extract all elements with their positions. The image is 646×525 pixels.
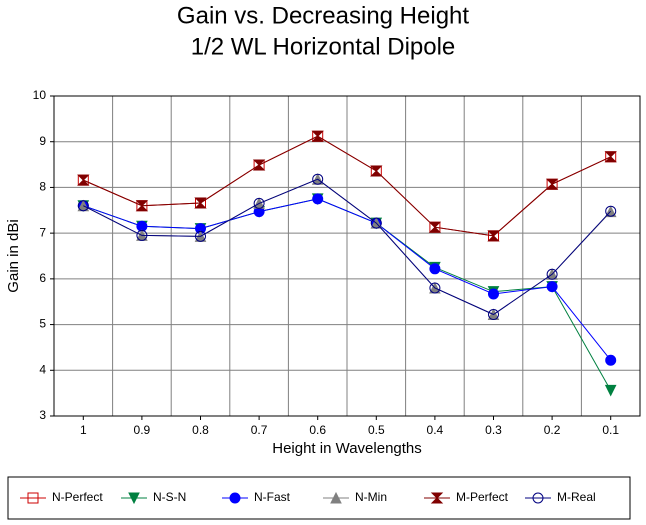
data-point <box>429 282 441 294</box>
legend-marker <box>27 492 39 504</box>
series-line <box>83 135 611 237</box>
y-tick-label: 10 <box>33 88 47 102</box>
data-point <box>428 221 442 233</box>
x-tick-label: 0.4 <box>427 423 444 437</box>
x-axis-title: Height in Wavelengths <box>272 440 422 457</box>
data-point <box>370 217 382 229</box>
data-point <box>605 354 617 366</box>
legend-marker <box>430 492 444 504</box>
data-point <box>135 200 149 212</box>
legend-box <box>7 476 631 520</box>
series-line <box>83 198 612 361</box>
legend-marker <box>229 492 241 504</box>
legend-marker <box>532 492 544 504</box>
x-tick-label: 0.9 <box>134 423 151 437</box>
data-point <box>545 178 559 190</box>
legend-marker <box>128 492 140 505</box>
data-point <box>488 309 499 321</box>
x-tick-label: 1 <box>80 423 87 437</box>
data-point <box>605 205 617 217</box>
data-point <box>312 193 324 205</box>
data-point <box>194 197 207 209</box>
plot-frame <box>53 95 641 417</box>
chart-title: Gain vs. Decreasing Height <box>177 2 469 29</box>
data-point <box>546 281 558 293</box>
x-tick-label: 0.2 <box>544 423 561 437</box>
y-tick-label: 6 <box>39 271 46 285</box>
data-point <box>77 174 90 186</box>
legend-label: N-Fast <box>254 490 291 504</box>
data-point <box>136 229 148 241</box>
data-point <box>488 288 499 300</box>
x-tick-label: 0.3 <box>485 423 502 437</box>
data-point <box>429 263 441 275</box>
data-point <box>604 384 617 397</box>
data-point <box>311 130 324 142</box>
data-point <box>77 200 89 212</box>
y-tick-label: 4 <box>39 362 46 376</box>
x-tick-label: 0.1 <box>602 423 619 437</box>
legend-label: M-Real <box>557 490 596 504</box>
x-tick-label: 0.6 <box>309 423 326 437</box>
x-tick-label: 0.7 <box>251 423 268 437</box>
series-line <box>83 178 612 316</box>
y-tick-label: 3 <box>39 408 46 422</box>
data-point <box>312 173 324 185</box>
data-point <box>546 268 558 280</box>
legend-label: N-S-N <box>153 490 186 504</box>
data-point <box>487 230 500 242</box>
data-point <box>195 230 206 242</box>
y-tick-label: 9 <box>39 134 46 148</box>
legend-marker <box>330 491 342 504</box>
data-point <box>252 159 266 171</box>
y-tick-label: 5 <box>39 317 46 331</box>
data-point <box>253 197 265 209</box>
chart-subtitle: 1/2 WL Horizontal Dipole <box>191 33 456 60</box>
x-tick-label: 0.5 <box>368 423 385 437</box>
x-tick-label: 0.8 <box>192 423 209 437</box>
y-axis-title: Gain in dBi <box>5 219 22 292</box>
legend-label: N-Min <box>355 490 387 504</box>
data-point <box>370 165 383 177</box>
y-tick-label: 7 <box>39 225 46 239</box>
y-tick-label: 8 <box>39 180 46 194</box>
legend-label: N-Perfect <box>52 490 103 504</box>
legend-label: M-Perfect <box>456 490 509 504</box>
data-point <box>604 151 617 163</box>
